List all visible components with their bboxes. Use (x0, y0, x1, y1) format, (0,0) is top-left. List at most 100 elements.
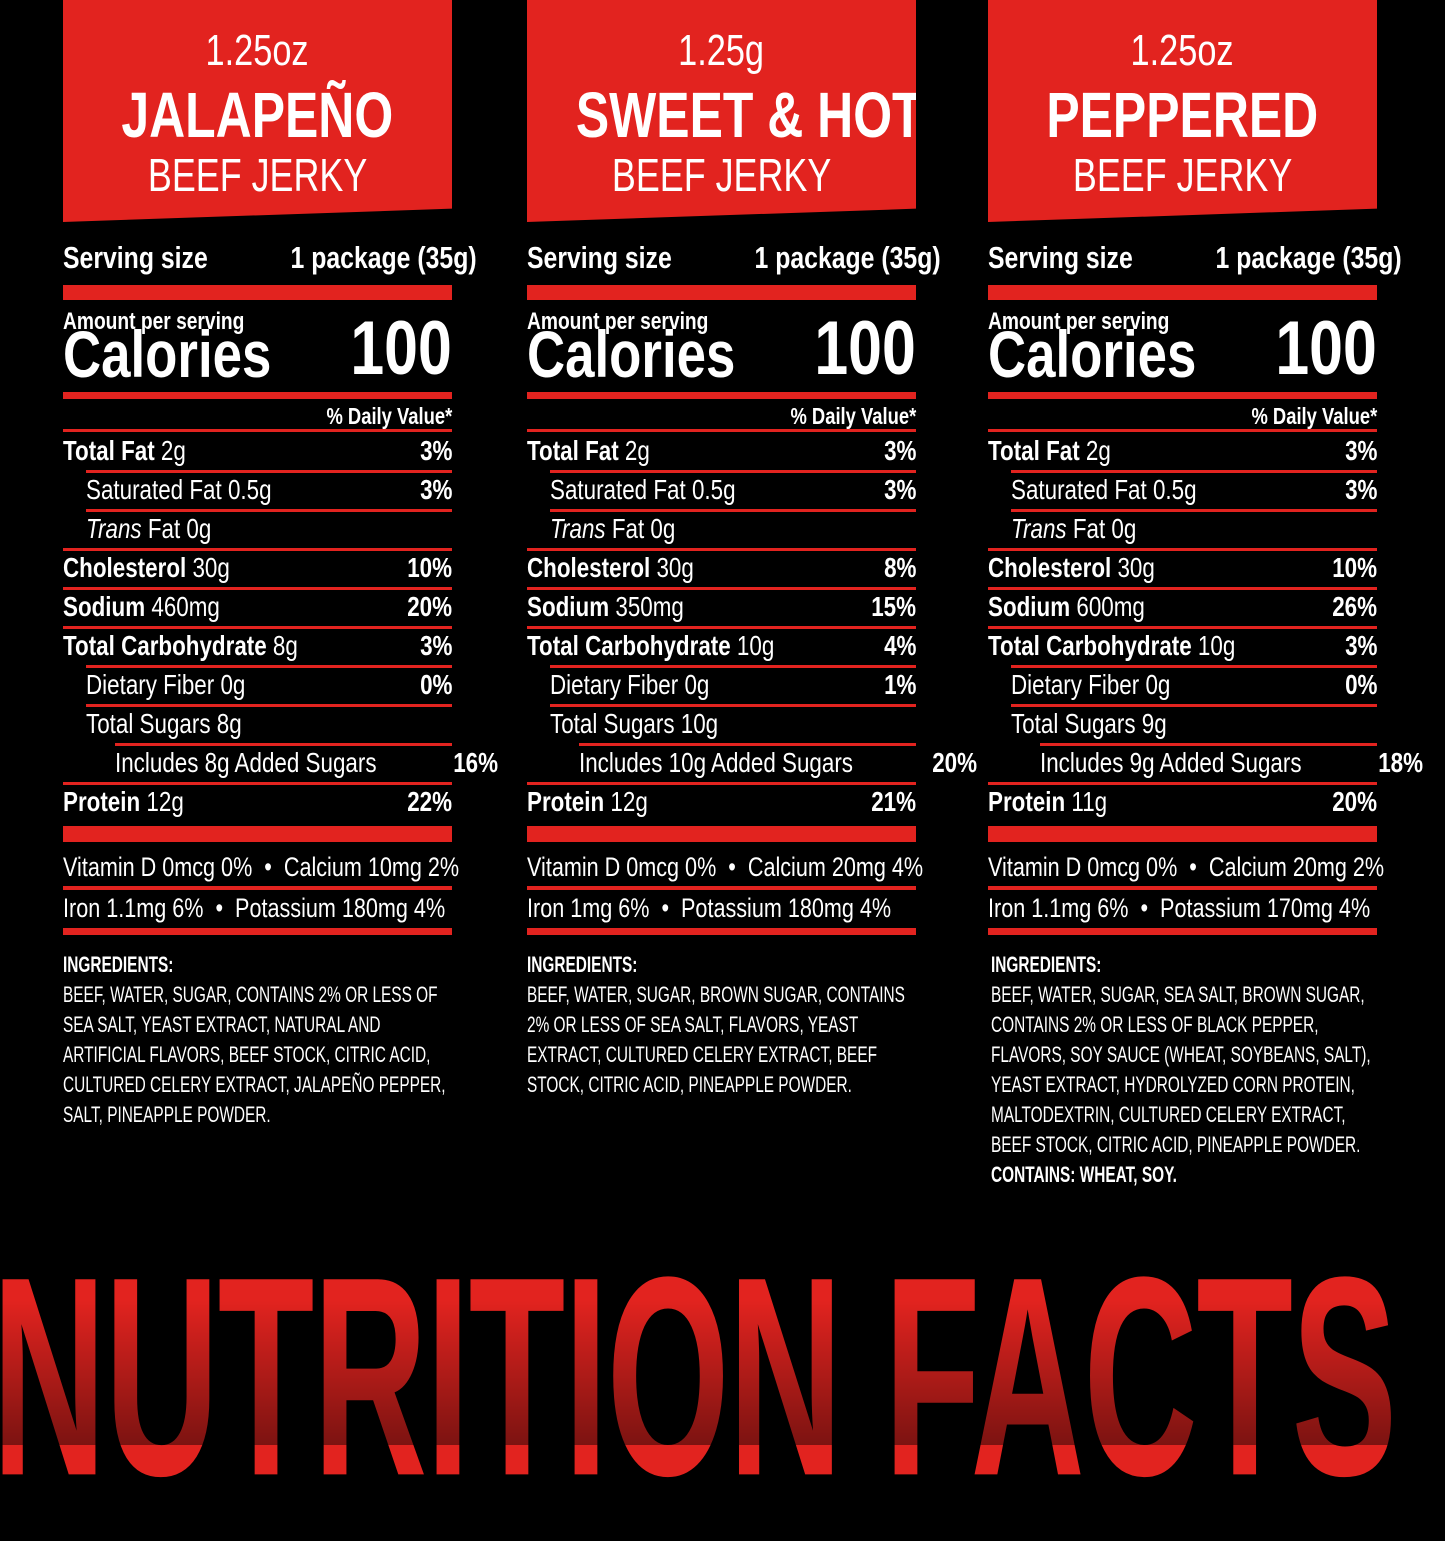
divider-thin (63, 782, 452, 785)
package-size: 1.25oz (1130, 26, 1235, 75)
daily-value-percent: 8% (883, 552, 916, 583)
nutrition-panel: 1.25oz JALAPEÑO BEEF JERKY Serving size … (63, 0, 498, 1200)
nutrient-name: Dietary Fiber (550, 669, 679, 700)
divider-thin (115, 743, 452, 746)
daily-value-percent: 3% (1344, 435, 1377, 466)
nutrient-name: Trans (550, 513, 606, 544)
daily-value-percent: 4% (883, 630, 916, 661)
nutrient-amount: 0.5g (1152, 474, 1197, 505)
divider-thin (63, 886, 452, 890)
nutrient-row: Protein 12g 21% (527, 784, 916, 820)
daily-value-percent: 3% (419, 474, 452, 505)
nutrient-row: Dietary Fiber 0g 0% (1011, 667, 1377, 703)
nutrient-amount: Fat 0g (1072, 513, 1137, 544)
flavor-name: SWEET & HOT (575, 79, 923, 151)
divider-thin (1011, 470, 1377, 473)
nutrient-row: Trans Fat 0g (1011, 511, 1377, 547)
daily-value-percent: 3% (1344, 630, 1377, 661)
calories-value: 100 (1275, 306, 1377, 391)
daily-value-percent: 1% (883, 669, 916, 700)
ingredients-line: YEAST EXTRACT, HYDROLYZED CORN PROTEIN, (991, 1072, 1355, 1097)
nutrient-row: Trans Fat 0g (550, 511, 916, 547)
nutrient-amount: 12g (146, 786, 184, 817)
ingredients-line: CULTURED CELERY EXTRACT, JALAPEÑO PEPPER… (63, 1072, 446, 1097)
nutrient-name: Total Carbohydrate (63, 630, 267, 661)
daily-value-percent: 10% (1332, 552, 1377, 583)
nutrient-name: Includes 10g Added Sugars (579, 747, 853, 778)
daily-value-header: % Daily Value* (790, 402, 916, 429)
divider-thin (86, 704, 452, 707)
calories-label: Calories (988, 317, 1197, 391)
ingredients-line: ARTIFICIAL FLAVORS, BEEF STOCK, CITRIC A… (63, 1042, 431, 1067)
divider-medium (63, 392, 452, 399)
divider-thin (527, 429, 916, 432)
daily-value-percent: 3% (1344, 474, 1377, 505)
calories-label: Calories (527, 317, 736, 391)
nutrient-name: Saturated Fat (1011, 474, 1147, 505)
daily-value-percent: 3% (419, 630, 452, 661)
serving-size-row: Serving size 1 package (35g) (63, 238, 477, 278)
divider-thin (988, 626, 1377, 629)
calories-value: 100 (350, 306, 452, 391)
daily-value-percent: 0% (1344, 669, 1377, 700)
divider-thin (988, 587, 1377, 590)
nutrient-name: Saturated Fat (550, 474, 686, 505)
nutrient-amount: 10g (736, 630, 775, 661)
vitamin-line: Vitamin D 0mcg 0% • Calcium 20mg 4% (527, 851, 924, 882)
nutrient-row: Total Carbohydrate 10g 4% (527, 628, 916, 664)
package-size: 1.25oz (205, 26, 310, 75)
ingredients-block: INGREDIENTS: BEEF, WATER, SUGAR, CONTAINS… (63, 950, 610, 1130)
nutrient-row: Saturated Fat 0.5g 3% (1011, 472, 1377, 508)
divider-thin (1011, 509, 1377, 512)
nutrient-row: Dietary Fiber 0g 1% (550, 667, 916, 703)
divider-medium (988, 392, 1377, 399)
nutrient-amount: Fat 0g (147, 513, 212, 544)
nutrient-amount: 460mg (151, 591, 220, 622)
ingredients-block: INGREDIENTS: BEEF, WATER, SUGAR, SEA SALT… (991, 950, 1445, 1190)
daily-value-percent: 15% (871, 591, 916, 622)
nutrient-row: Total Sugars 9g (1011, 706, 1377, 742)
ingredients-line: BEEF STOCK, CITRIC ACID, PINEAPPLE POWDE… (991, 1132, 1361, 1157)
flavor-name: JALAPEÑO (121, 79, 394, 151)
product-header: 1.25oz PEPPERED BEEF JERKY (988, 0, 1377, 222)
divider-thick (527, 285, 916, 300)
divider-thin (988, 429, 1377, 432)
serving-size-row: Serving size 1 package (35g) (527, 238, 941, 278)
nutrient-row: Includes 9g Added Sugars 18% (1040, 745, 1423, 781)
flavor-name: PEPPERED (1046, 79, 1319, 151)
divider-thin (63, 587, 452, 590)
nutrient-name: Cholesterol (527, 552, 651, 583)
daily-value-percent: 18% (1378, 747, 1423, 778)
daily-value-percent: 20% (932, 747, 978, 778)
divider-thin (527, 626, 916, 629)
nutrient-row: Sodium 460mg 20% (63, 589, 452, 625)
daily-value-percent: 0% (419, 669, 452, 700)
divider-thin (1040, 743, 1377, 746)
product-header: 1.25oz JALAPEÑO BEEF JERKY (63, 0, 452, 222)
nutrient-amount: 2g (160, 435, 186, 466)
nutrition-panel: 1.25oz PEPPERED BEEF JERKY Serving size … (988, 0, 1423, 1200)
nutrient-amount: 350mg (615, 591, 684, 622)
ingredients-line: 2% OR LESS OF SEA SALT, FLAVORS, YEAST (527, 1012, 859, 1037)
nutrient-amount: 2g (624, 435, 650, 466)
ingredients-line: BEEF, WATER, SUGAR, BROWN SUGAR, CONTAIN… (527, 982, 905, 1007)
divider-thin (86, 665, 452, 668)
divider-thin (988, 886, 1377, 890)
serving-size-label: Serving size (988, 240, 1133, 275)
nutrient-name: Cholesterol (988, 552, 1112, 583)
nutrient-name: Total Sugars (1011, 708, 1136, 739)
vitamins-row: Vitamin D 0mcg 0% • Calcium 20mg 2% (988, 849, 1384, 885)
divider-thin (1011, 665, 1377, 668)
divider-medium (527, 392, 916, 399)
daily-value-percent: 10% (407, 552, 452, 583)
divider-medium (988, 928, 1377, 935)
amount-per-serving: Amount per serving (527, 308, 709, 335)
divider-thin (579, 743, 916, 746)
allergen-statement: CONTAINS: WHEAT, SOY. (991, 1162, 1177, 1187)
nutrient-row: Total Fat 2g 3% (988, 433, 1377, 469)
nutrient-row: Total Sugars 8g (86, 706, 452, 742)
nutrient-name: Total Carbohydrate (988, 630, 1192, 661)
nutrient-name: Protein (63, 786, 141, 817)
nutrient-amount: 0g (220, 669, 246, 700)
nutrient-amount: 600mg (1076, 591, 1145, 622)
